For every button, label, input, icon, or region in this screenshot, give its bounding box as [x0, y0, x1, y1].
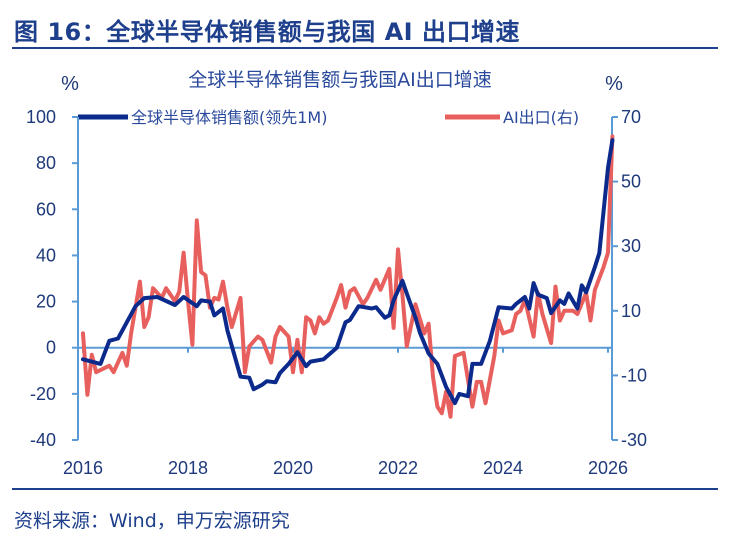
left-tick-label: 100	[26, 107, 56, 127]
left-tick-label: 60	[36, 199, 56, 219]
x-tick-label: 2024	[483, 458, 523, 478]
right-axis-unit: %	[605, 73, 623, 95]
legend: 全球半导体销售额(领先1M) AI出口(右)	[78, 108, 579, 127]
right-tick-label: 30	[621, 236, 641, 256]
chart-title: 全球半导体销售额与我国AI出口增速	[188, 69, 492, 91]
legend-label-semiconductor: 全球半导体销售额(领先1M)	[131, 108, 327, 127]
source-note: 资料来源：Wind，申万宏源研究	[14, 510, 290, 532]
x-tick-label: 2022	[378, 458, 418, 478]
left-tick-label: 40	[36, 245, 56, 265]
right-tick-label: -10	[621, 365, 647, 385]
left-tick-label: 0	[46, 338, 56, 358]
bottom-rule	[12, 488, 718, 490]
left-tick-label: 20	[36, 292, 56, 312]
series-line-ai-export	[81, 134, 615, 419]
right-tick-label: 50	[621, 172, 641, 192]
left-tick-label: -40	[30, 430, 56, 450]
right-tick-label: -30	[621, 430, 647, 450]
legend-label-ai-export: AI出口(右)	[503, 108, 579, 127]
left-tick-label: -20	[30, 384, 56, 404]
left-tick-label: 80	[36, 153, 56, 173]
x-tick-label: 2018	[168, 458, 208, 478]
right-tick-label: 10	[621, 301, 641, 321]
x-tick-label: 2020	[273, 458, 313, 478]
series-line-semiconductor	[81, 138, 615, 406]
x-tick-label: 2026	[588, 458, 628, 478]
left-axis-unit: %	[61, 73, 79, 95]
top-rule	[12, 47, 718, 49]
right-tick-label: 70	[621, 107, 641, 127]
x-tick-label: 2016	[63, 458, 103, 478]
figure-title: 图 16：全球半导体销售额与我国 AI 出口增速	[14, 18, 520, 46]
